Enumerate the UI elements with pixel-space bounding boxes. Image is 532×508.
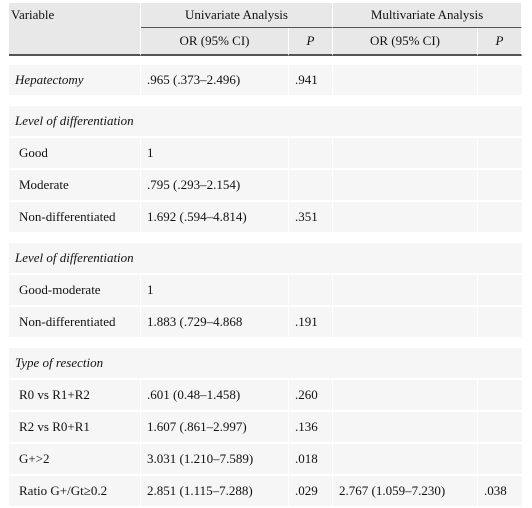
multi-or-cell: [333, 65, 478, 97]
uni-p-cell: .136: [289, 412, 333, 444]
header-row-1: Variable Univariate Analysis Multivariat…: [9, 3, 523, 56]
uni-p-cell: [289, 275, 333, 307]
row-label: Non-differentiated: [9, 307, 141, 339]
uni-p-cell: .018: [289, 444, 333, 476]
row-label: Hepatectomy: [9, 65, 141, 97]
row-label: G+>2: [9, 444, 141, 476]
uni-or-cell: 1: [141, 275, 289, 307]
multi-p-cell: [478, 275, 523, 307]
table-row: G+>2 3.031 (1.210–7.589) .018: [9, 444, 523, 476]
table-row: Non-differentiated 1.692 (.594–4.814) .3…: [9, 202, 523, 234]
row-label: Moderate: [9, 170, 141, 202]
table-row: R0 vs R1+R2 .601 (0.48–1.458) .260: [9, 380, 523, 412]
multi-p-cell: [478, 202, 523, 234]
table-row: Hepatectomy .965 (.373–2.496) .941: [9, 65, 523, 97]
header-row-2: OR (95% CI) P OR (95% CI) P: [9, 28, 523, 56]
uni-p-cell: [289, 170, 333, 202]
section-row: Level of differentiation: [9, 106, 523, 138]
multi-p-cell: [478, 65, 523, 97]
table-row: Non-differentiated 1.883 (.729–4.868 .19…: [9, 307, 523, 339]
row-label: R2 vs R0+R1: [9, 412, 141, 444]
uni-or-cell: .601 (0.48–1.458): [141, 380, 289, 412]
row-label: Good-moderate: [9, 275, 141, 307]
multi-p-cell: [478, 412, 523, 444]
uni-or-cell: .965 (.373–2.496): [141, 65, 289, 97]
row-label: R0 vs R1+R2: [9, 380, 141, 412]
multi-or-cell: [333, 170, 478, 202]
uni-or-cell: 1.692 (.594–4.814): [141, 202, 289, 234]
uni-or-cell: 1.883 (.729–4.868: [141, 307, 289, 339]
uni-p-cell: [289, 138, 333, 170]
table-row: Good 1: [9, 138, 523, 170]
multi-or-cell: [333, 275, 478, 307]
uni-or-cell: 1: [141, 138, 289, 170]
uni-p-cell: .941: [289, 65, 333, 97]
multi-or-cell: [333, 444, 478, 476]
uni-or-cell: .795 (.293–2.154): [141, 170, 289, 202]
table-row: Moderate .795 (.293–2.154): [9, 170, 523, 202]
variable-header: Variable: [9, 3, 141, 56]
uni-or-cell: 2.851 (1.115–7.288): [141, 476, 289, 508]
table-row: R2 vs R0+R1 1.607 (.861–2.997) .136: [9, 412, 523, 444]
multi-or-cell: [333, 138, 478, 170]
uni-p-cell: .351: [289, 202, 333, 234]
uni-or-header: OR (95% CI): [141, 28, 289, 56]
table-row: Ratio G+/Gt≥0.2 2.851 (1.115–7.288) .029…: [9, 476, 523, 508]
section-title: Level of differentiation: [9, 243, 523, 275]
multi-p-cell: .038: [478, 476, 523, 508]
multi-or-cell: [333, 202, 478, 234]
section-title: Type of resection: [9, 348, 523, 380]
row-label: Non-differentiated: [9, 202, 141, 234]
section-row: Type of resection: [9, 348, 523, 380]
multi-or-cell: [333, 307, 478, 339]
multi-or-cell: [333, 412, 478, 444]
uni-or-cell: 3.031 (1.210–7.589): [141, 444, 289, 476]
multi-p-cell: [478, 444, 523, 476]
multi-p-header: P: [478, 28, 523, 56]
uni-p-header: P: [289, 28, 333, 56]
row-label: Ratio G+/Gt≥0.2: [9, 476, 141, 508]
multi-or-cell: 2.767 (1.059–7.230): [333, 476, 478, 508]
section-title: Level of differentiation: [9, 106, 523, 138]
results-table: Variable Univariate Analysis Multivariat…: [9, 3, 523, 508]
multi-p-cell: [478, 170, 523, 202]
univariate-header: Univariate Analysis: [141, 3, 333, 28]
section-row: Level of differentiation: [9, 243, 523, 275]
table-row: Good-moderate 1: [9, 275, 523, 307]
multi-p-cell: [478, 380, 523, 412]
uni-p-cell: .191: [289, 307, 333, 339]
uni-or-cell: 1.607 (.861–2.997): [141, 412, 289, 444]
multi-or-header: OR (95% CI): [333, 28, 478, 56]
multi-p-cell: [478, 138, 523, 170]
uni-p-cell: .260: [289, 380, 333, 412]
multi-or-cell: [333, 380, 478, 412]
uni-p-cell: .029: [289, 476, 333, 508]
multi-p-cell: [478, 307, 523, 339]
row-label: Good: [9, 138, 141, 170]
multivariate-header: Multivariate Analysis: [333, 3, 523, 28]
